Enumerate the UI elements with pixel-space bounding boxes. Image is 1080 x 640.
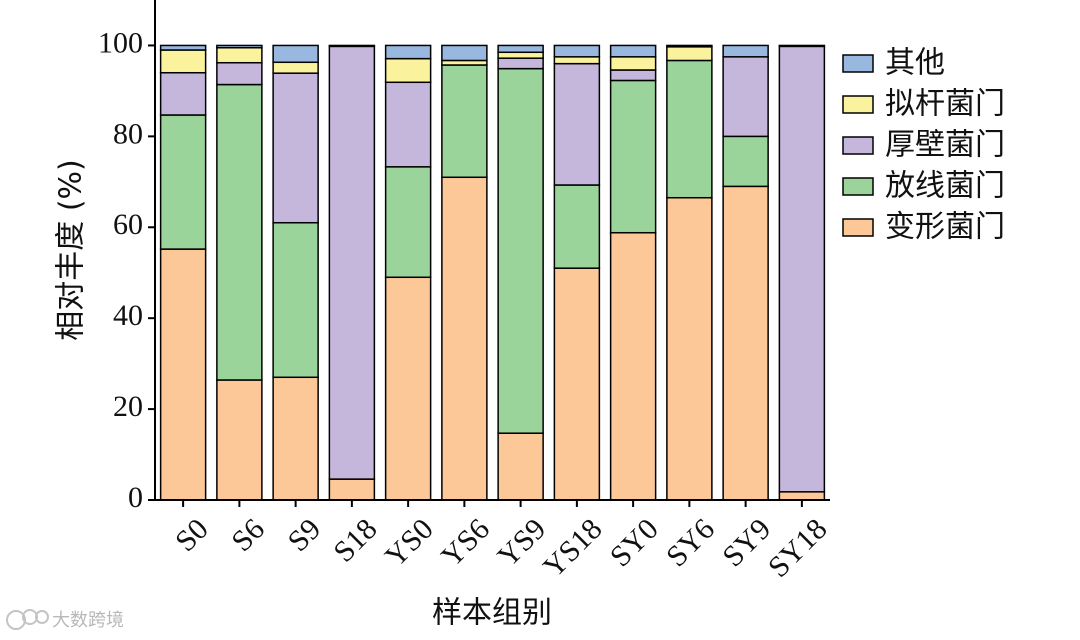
y-tick-label: 80 xyxy=(113,117,143,150)
bar-segment-SY6-0 xyxy=(666,196,713,501)
watermark-text: 大数跨境 xyxy=(52,610,124,631)
bar-segment-S0-4 xyxy=(159,44,207,51)
y-axis-title: 相对丰度 (%) xyxy=(54,159,89,340)
bar-segment-S0-0 xyxy=(159,248,207,501)
bar-segment-YS18-3 xyxy=(553,56,601,65)
watermark-logo-icon xyxy=(6,609,49,630)
axes-layer xyxy=(154,0,830,501)
bar-segment-YS18-0 xyxy=(553,267,601,501)
legend-label: 其他 xyxy=(885,46,945,81)
x-tick-label-S9: S9 xyxy=(282,512,328,558)
bar-segment-YS0-4 xyxy=(384,44,432,60)
x-tick-label-YS6: YS6 xyxy=(435,512,496,573)
bar-segment-YS9-4 xyxy=(497,44,544,54)
x-tick-label-YS0: YS0 xyxy=(379,512,440,573)
legend-swatch xyxy=(842,136,874,155)
bar-segment-S0-3 xyxy=(159,49,207,74)
x-tick-label-S6: S6 xyxy=(225,512,271,558)
bar-segment-YS18-1 xyxy=(553,184,601,269)
bar-segment-S9-4 xyxy=(272,44,319,64)
bar-segment-S0-1 xyxy=(159,114,207,250)
bar-segment-SY9-4 xyxy=(722,44,769,58)
bar-segment-SY6-1 xyxy=(666,59,713,199)
x-tick-label-S18: S18 xyxy=(327,512,383,568)
legend-label: 厚壁菌门 xyxy=(885,128,1005,163)
bar-segment-SY0-0 xyxy=(609,231,657,501)
bar-segment-S18-4 xyxy=(328,44,376,48)
bar-segment-S6-1 xyxy=(216,83,263,381)
x-tick-label-SY0: SY0 xyxy=(604,512,665,573)
bar-segment-SY18-4 xyxy=(778,44,826,48)
bar-segment-YS0-2 xyxy=(384,81,432,168)
bar-segment-SY0-1 xyxy=(609,79,657,234)
y-tick-label: 100 xyxy=(98,26,143,59)
x-tick-label-YS18: YS18 xyxy=(537,512,609,584)
bar-segment-YS18-2 xyxy=(553,62,601,186)
bar-segment-S9-2 xyxy=(272,72,319,224)
bar-segment-S18-0 xyxy=(328,478,376,501)
y-tick-label: 20 xyxy=(113,390,143,423)
x-tick-label-SY6: SY6 xyxy=(660,512,721,573)
legend-swatch xyxy=(842,95,874,114)
bar-segment-YS0-3 xyxy=(384,57,432,84)
bar-segment-S0-2 xyxy=(159,71,207,116)
bar-segment-YS0-0 xyxy=(384,276,432,501)
bar-segment-S9-0 xyxy=(272,376,319,501)
bar-segment-YS0-1 xyxy=(384,166,432,279)
y-tick-label: 60 xyxy=(113,208,143,241)
legend-label: 放线菌门 xyxy=(885,169,1005,204)
bar-segment-YS9-0 xyxy=(497,432,544,501)
x-axis-title: 样本组别 xyxy=(432,596,552,631)
bar-segment-SY0-3 xyxy=(609,56,657,71)
bar-segment-SY6-4 xyxy=(666,44,713,48)
bar-segment-SY18-0 xyxy=(778,491,826,501)
bar-segment-YS6-0 xyxy=(441,176,488,501)
bar-segment-YS9-3 xyxy=(497,51,544,59)
bar-segment-S6-3 xyxy=(216,46,263,64)
x-tick-label-SY18: SY18 xyxy=(762,512,834,584)
bar-segment-SY6-3 xyxy=(666,46,713,62)
bar-segment-SY0-2 xyxy=(609,69,657,82)
bar-segment-YS9-2 xyxy=(497,57,544,70)
bar-segment-SY9-0 xyxy=(722,185,769,501)
legend-swatch xyxy=(842,218,874,237)
y-ticks: 0 20 40 60 80 100 xyxy=(98,26,155,514)
bar-segment-S6-4 xyxy=(216,44,263,49)
y-tick-label: 40 xyxy=(113,299,143,332)
bar-segment-S9-1 xyxy=(272,221,319,379)
bar-segment-S6-0 xyxy=(216,379,263,501)
x-tick-label-S0: S0 xyxy=(169,512,215,558)
bars-layer xyxy=(159,44,826,501)
bar-segment-SY0-4 xyxy=(609,44,657,58)
bar-segment-SY18-2 xyxy=(778,45,826,493)
bar-segment-YS9-1 xyxy=(497,67,544,434)
bar-segment-YS6-1 xyxy=(441,64,488,179)
legend-label: 变形菌门 xyxy=(885,210,1005,245)
watermark: 大数跨境 xyxy=(6,609,124,631)
bar-segment-S18-2 xyxy=(328,45,376,480)
bar-segment-YS6-4 xyxy=(441,44,488,62)
bar-segment-YS18-4 xyxy=(553,44,601,58)
bar-segment-SY9-2 xyxy=(722,56,769,138)
bar-segment-SY9-1 xyxy=(722,135,769,188)
bar-segment-S6-2 xyxy=(216,61,263,86)
legend-swatch xyxy=(842,54,874,73)
legend-label: 拟杆菌门 xyxy=(885,87,1005,122)
legend-swatch xyxy=(842,177,874,196)
y-tick-label: 0 xyxy=(128,481,143,514)
bar-segment-S9-3 xyxy=(272,61,319,74)
